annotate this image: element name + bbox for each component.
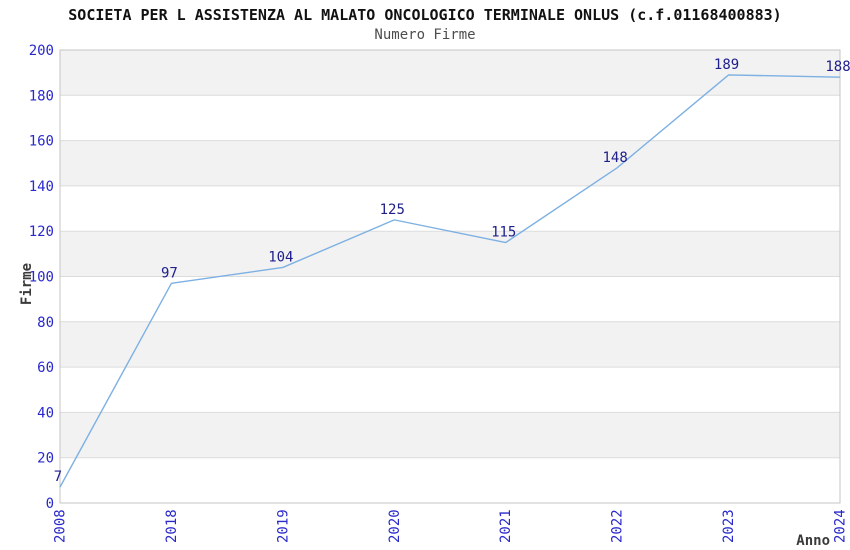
y-tick-label: 0 [46, 496, 54, 512]
y-tick-label: 100 [29, 270, 54, 286]
plot-area: 0 20 40 60 80 100 120 140 160 180 200 2008 2018 2019 2… [29, 43, 850, 543]
point-label: 188 [825, 59, 850, 75]
point-label: 189 [714, 57, 739, 73]
x-tick-label: 2020 [387, 509, 403, 543]
y-tick-label: 60 [37, 360, 54, 376]
x-tick-label: 2018 [164, 509, 180, 543]
point-label: 125 [380, 202, 405, 218]
x-axis-title: Anno [796, 533, 830, 549]
y-tick-label: 20 [37, 451, 54, 467]
y-tick-label: 120 [29, 224, 54, 240]
y-tick-label: 140 [29, 179, 54, 195]
grid-band [60, 231, 840, 277]
point-label: 115 [491, 225, 516, 241]
y-tick-label: 160 [29, 134, 54, 150]
y-tick-label: 40 [37, 405, 54, 421]
grid-band [60, 412, 840, 458]
y-axis-title: Firme [19, 263, 35, 305]
y-tick-label: 180 [29, 88, 54, 104]
grid-band [60, 321, 840, 368]
x-tick-label: 2024 [833, 509, 849, 543]
x-tick-label: 2021 [498, 509, 514, 543]
y-tick-label: 80 [37, 315, 54, 331]
point-label: 7 [54, 469, 62, 485]
point-label: 104 [268, 249, 293, 265]
x-tick-label: 2022 [610, 509, 626, 543]
grid-band [60, 50, 840, 96]
point-label: 97 [161, 265, 178, 281]
point-label: 148 [602, 150, 627, 166]
y-tick-label: 200 [29, 43, 54, 59]
x-tick-label: 2008 [53, 509, 69, 543]
grid-band [60, 140, 840, 186]
plot-border [59, 49, 841, 504]
x-tick-label: 2019 [275, 509, 291, 543]
data-line [59, 74, 841, 488]
chart-subtitle: Numero Firme [374, 27, 476, 43]
chart-title: SOCIETA PER L ASSISTENZA AL MALATO ONCOL… [68, 6, 782, 24]
x-tick-label: 2023 [721, 509, 737, 543]
